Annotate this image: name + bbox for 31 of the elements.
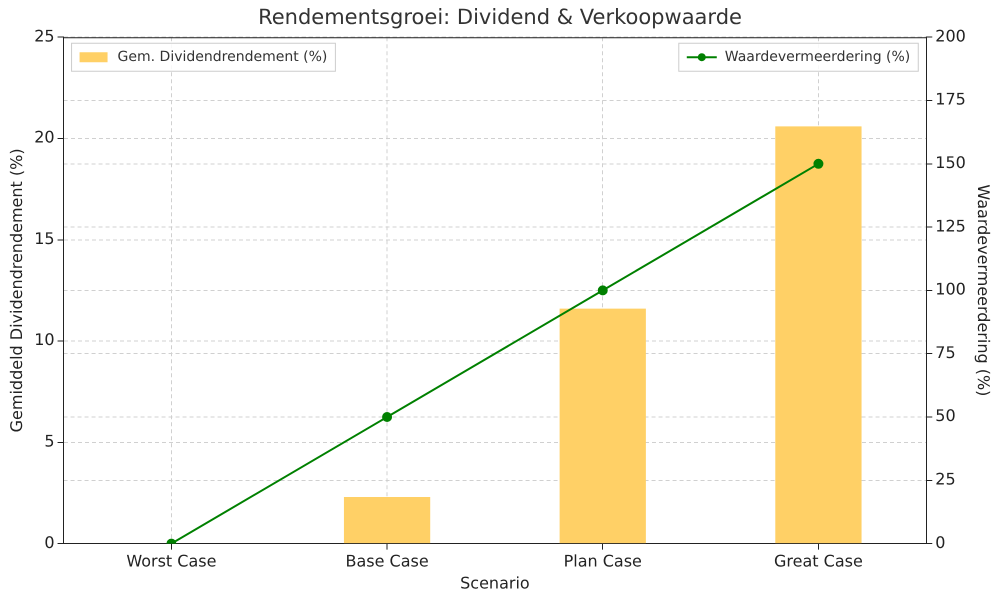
x-tick-label: Worst Case: [126, 551, 216, 570]
y-tick-label: 0: [44, 532, 55, 552]
legend-label: Gem. Dividendrendement (%): [118, 48, 328, 65]
bar: [775, 126, 862, 544]
y-tick-label: 15: [34, 228, 55, 248]
y2-tick-label: 175: [935, 90, 966, 109]
y-axis-title: Gemiddeld Dividendrendement (%): [6, 148, 26, 432]
y2-tick-label: 75: [935, 342, 956, 362]
x-tick-label: Plan Case: [564, 551, 642, 570]
y2-tick-label: 50: [935, 406, 956, 426]
y2-tick-label: 200: [935, 26, 966, 46]
y2-tick-label: 150: [935, 152, 966, 172]
legend-label: Waardevermeerdering (%): [724, 48, 910, 65]
bar: [560, 308, 646, 544]
y2-tick-label: 25: [935, 469, 956, 488]
point: [813, 158, 824, 169]
point: [382, 412, 392, 422]
y2-tick-label: 0: [935, 532, 946, 552]
y-tick-label: 25: [34, 26, 55, 46]
y-tick-label: 20: [34, 128, 55, 147]
y2-tick-label: 125: [935, 216, 966, 236]
x-axis-title: Scenario: [460, 574, 530, 593]
x-tick-label: Great Case: [774, 551, 863, 570]
bar: [344, 497, 430, 544]
y2-tick-label: 100: [935, 280, 966, 299]
y-tick-label: 10: [34, 330, 55, 350]
y2-axis-title: Waardevermeerdering (%): [974, 184, 994, 396]
x-tick-label: Base Case: [345, 551, 429, 570]
point: [598, 285, 608, 296]
chart-title: Rendementsgroei: Dividend & Verkoopwaarde: [258, 5, 742, 30]
y-tick-label: 5: [44, 431, 55, 450]
